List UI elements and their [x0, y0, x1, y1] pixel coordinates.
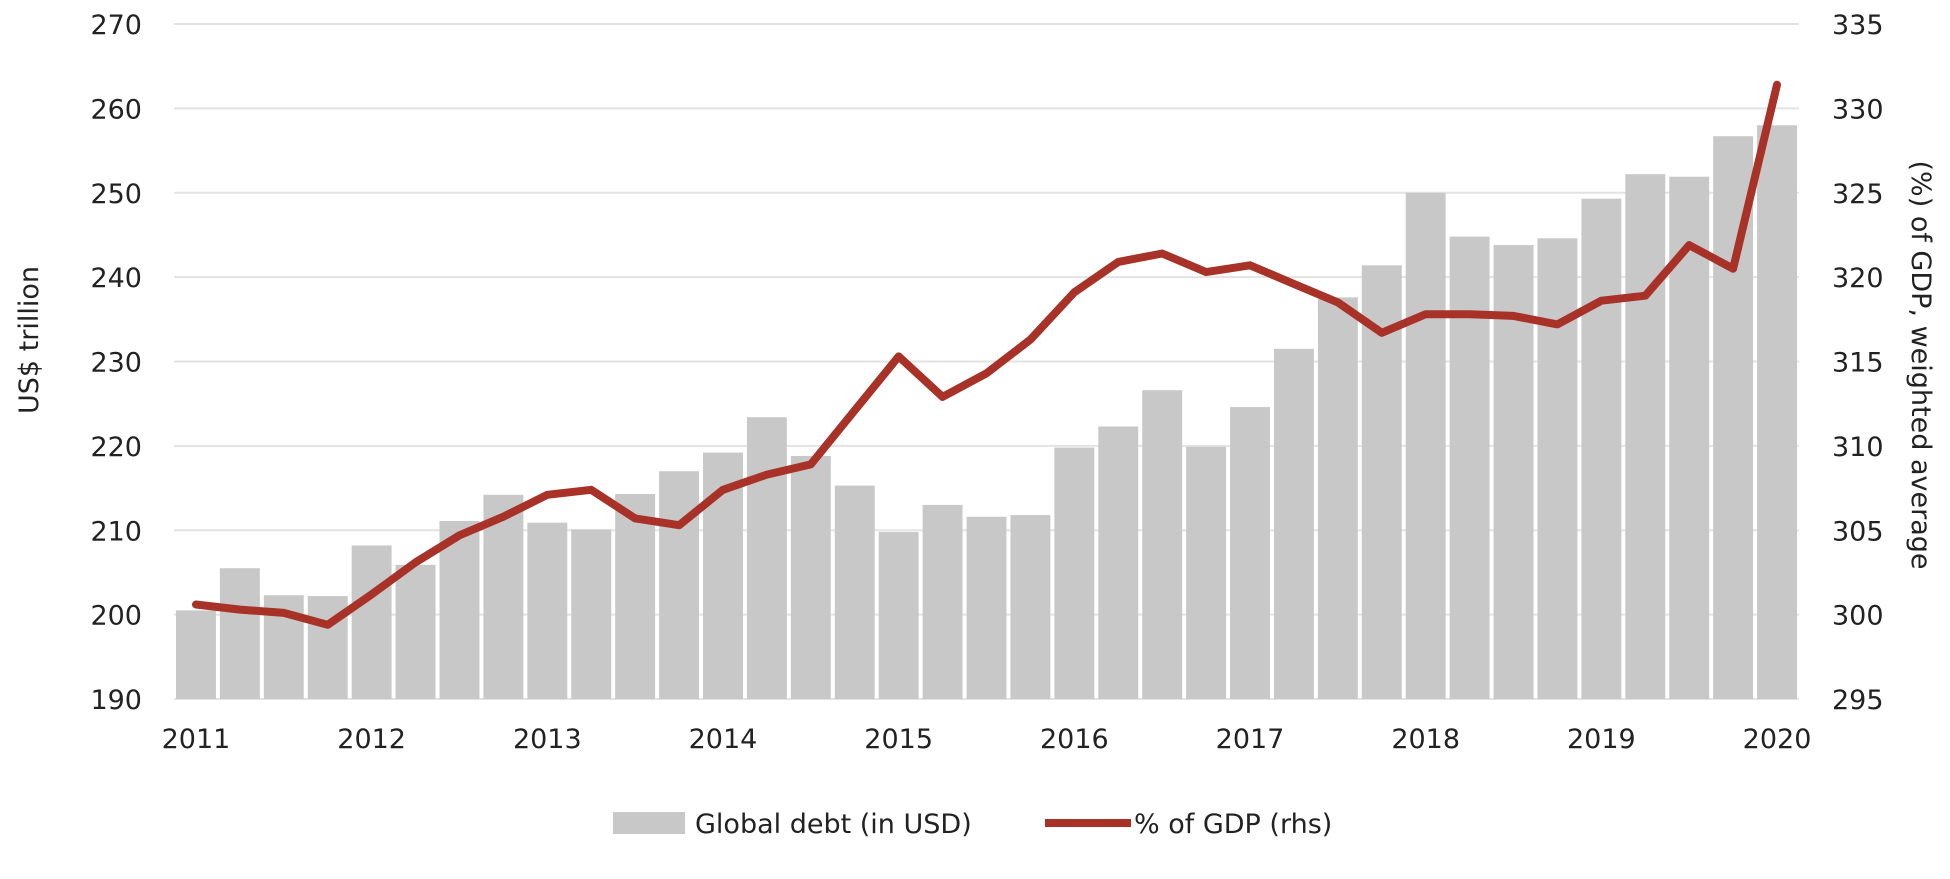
bar-18 — [966, 516, 1007, 699]
bar-20 — [1054, 447, 1095, 699]
bar-5 — [395, 564, 436, 699]
x-tick-label-2019: 2019 — [1567, 724, 1636, 755]
bar-33 — [1625, 174, 1666, 699]
bar-series-global-debt — [176, 125, 1797, 699]
bar-14 — [790, 456, 831, 699]
x-tick-label-2011: 2011 — [162, 724, 231, 755]
bar-32 — [1581, 198, 1622, 699]
right-tick-label-3: 310 — [1832, 432, 1884, 463]
left-axis-title: US$ trillion — [14, 266, 45, 414]
bar-11 — [659, 471, 700, 699]
bar-16 — [878, 531, 919, 699]
bar-27 — [1361, 265, 1402, 699]
bar-1 — [219, 568, 260, 699]
bar-26 — [1317, 297, 1358, 699]
bar-10 — [615, 493, 656, 699]
bar-19 — [1010, 515, 1051, 699]
right-tick-label-0: 295 — [1832, 685, 1884, 716]
bar-4 — [351, 545, 392, 699]
x-tick-label-2015: 2015 — [864, 724, 933, 755]
legend: Global debt (in USD) % of GDP (rhs) — [613, 809, 1332, 840]
left-tick-label-4: 230 — [90, 348, 142, 379]
bar-21 — [1098, 426, 1139, 699]
left-tick-label-3: 220 — [90, 432, 142, 463]
x-tick-label-2020: 2020 — [1743, 724, 1812, 755]
bar-31 — [1537, 238, 1578, 699]
left-tick-label-6: 250 — [90, 179, 142, 210]
legend-label-global-debt: Global debt (in USD) — [695, 809, 972, 840]
left-tick-label-8: 270 — [90, 10, 142, 41]
bar-29 — [1449, 236, 1490, 699]
right-axis-ticks: 295 300 305 310 315 320 325 330 335 — [1832, 10, 1884, 716]
right-tick-label-6: 325 — [1832, 179, 1884, 210]
x-axis-ticks: 2011 2012 2013 2014 2015 2016 2017 2018 2019 2020 — [162, 724, 1812, 755]
bar-13 — [746, 417, 787, 699]
left-tick-label-1: 200 — [90, 601, 142, 632]
left-tick-label-0: 190 — [90, 685, 142, 716]
bar-8 — [527, 522, 568, 699]
bar-6 — [439, 520, 480, 699]
bar-9 — [571, 529, 612, 699]
left-tick-label-2: 210 — [90, 516, 142, 547]
bar-23 — [1186, 446, 1227, 699]
bar-15 — [834, 485, 875, 699]
x-tick-label-2016: 2016 — [1040, 724, 1109, 755]
right-tick-label-5: 320 — [1832, 263, 1884, 294]
right-tick-label-1: 300 — [1832, 601, 1884, 632]
right-tick-label-2: 305 — [1832, 516, 1884, 547]
legend-label-gdp-percent: % of GDP (rhs) — [1134, 809, 1332, 840]
bar-7 — [483, 494, 524, 699]
bar-25 — [1273, 348, 1314, 699]
right-axis-title: (%) of GDP, weighted average — [1905, 161, 1936, 570]
right-tick-label-8: 335 — [1832, 10, 1884, 41]
bar-36 — [1757, 125, 1797, 699]
bar-22 — [1142, 390, 1183, 699]
right-tick-label-7: 330 — [1832, 94, 1884, 125]
right-tick-label-4: 315 — [1832, 348, 1884, 379]
x-tick-label-2018: 2018 — [1391, 724, 1460, 755]
gdp-line — [192, 80, 1781, 629]
x-tick-label-2012: 2012 — [337, 724, 406, 755]
line-series-gdp-percent — [192, 80, 1781, 629]
bar-17 — [922, 504, 963, 699]
left-axis-ticks: 190 200 210 220 230 240 250 260 270 — [90, 10, 142, 716]
x-tick-label-2014: 2014 — [689, 724, 758, 755]
bar-24 — [1230, 407, 1270, 699]
x-tick-label-2013: 2013 — [513, 724, 582, 755]
bar-28 — [1405, 192, 1446, 699]
legend-swatch-global-debt — [613, 812, 685, 834]
x-tick-label-2017: 2017 — [1216, 724, 1285, 755]
left-tick-label-5: 240 — [90, 263, 142, 294]
bar-0 — [176, 610, 216, 699]
left-tick-label-7: 260 — [90, 94, 142, 125]
